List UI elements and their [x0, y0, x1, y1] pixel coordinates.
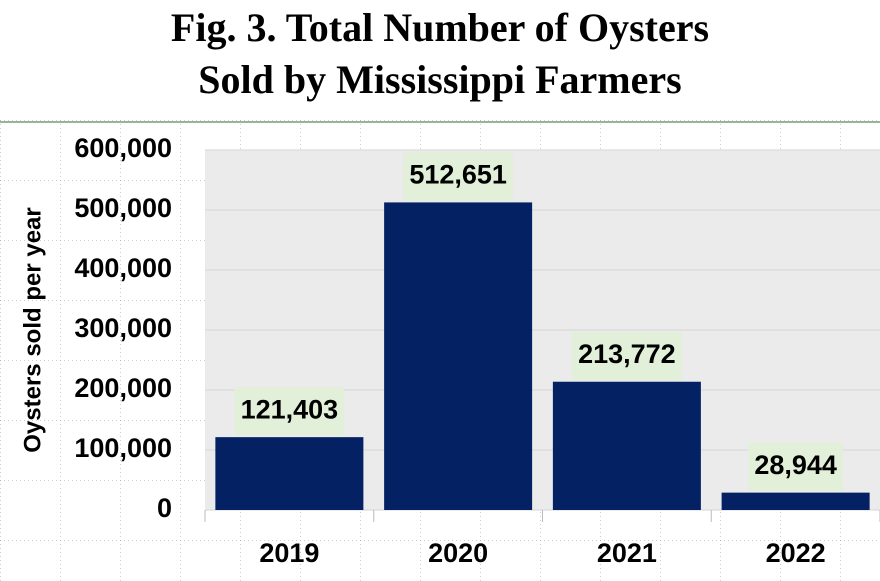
- value-label: 512,651: [409, 160, 507, 190]
- value-label-background: [748, 442, 843, 491]
- value-label-background: [572, 331, 682, 380]
- bar: [721, 492, 870, 510]
- y-tick-label: 0: [157, 493, 172, 523]
- y-tick-label: 600,000: [74, 133, 172, 163]
- x-tick-label: 2021: [597, 538, 657, 568]
- y-axis-title: Oysters sold per year: [19, 207, 46, 452]
- chart-title: Fig. 3. Total Number of Oysters: [171, 5, 709, 50]
- y-tick-label: 200,000: [74, 373, 172, 403]
- title-background: [0, 0, 880, 120]
- x-tick-label: 2020: [428, 538, 488, 568]
- y-tick-label: 300,000: [74, 313, 172, 343]
- value-label: 213,772: [578, 339, 676, 369]
- value-label: 121,403: [241, 394, 339, 424]
- y-tick-label: 400,000: [74, 253, 172, 283]
- value-label: 28,944: [754, 450, 837, 480]
- y-tick-label: 100,000: [74, 433, 172, 463]
- bar: [384, 202, 533, 510]
- value-label-background: [234, 387, 345, 436]
- x-tick-label: 2019: [259, 538, 319, 568]
- value-label-background: [403, 152, 513, 201]
- chart-title: Sold by Mississippi Farmers: [198, 57, 681, 102]
- bar: [215, 437, 364, 510]
- y-tick-label: 500,000: [74, 193, 172, 223]
- x-tick-label: 2022: [766, 538, 826, 568]
- bar: [552, 381, 701, 510]
